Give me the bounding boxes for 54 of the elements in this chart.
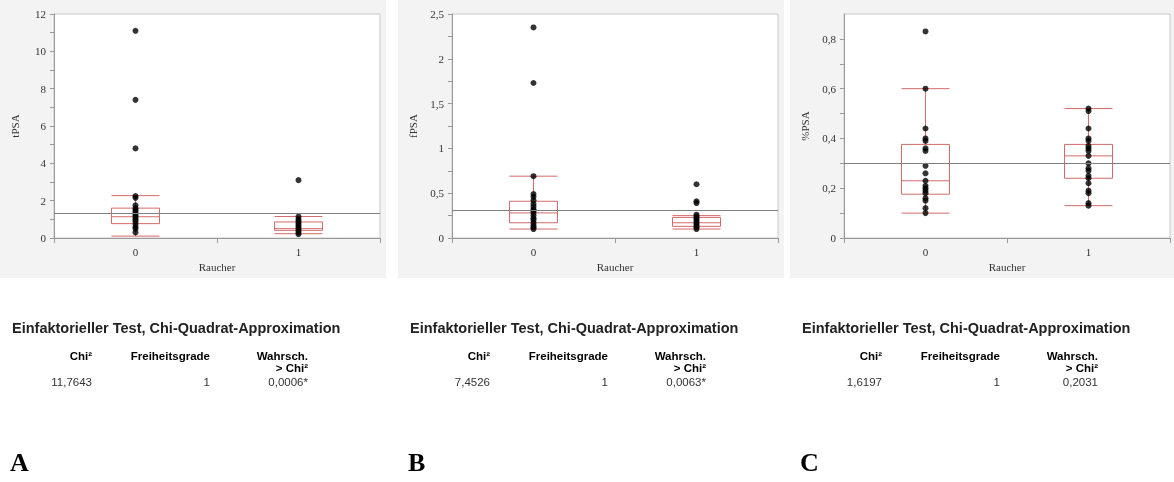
text: Freiheitsgrade xyxy=(129,350,210,364)
y-tick-label: 1,5 xyxy=(430,97,445,110)
text: Einfaktorieller Test, Chi-Quadrat-Approximation xyxy=(802,320,1132,336)
text: 0,0063* xyxy=(665,376,706,388)
y-tick-label: 8 xyxy=(40,82,47,95)
y-tick-label: 10 xyxy=(35,45,47,58)
y-tick-label: 0,5 xyxy=(430,187,445,200)
text: 1 xyxy=(600,376,608,388)
text: Chi² xyxy=(466,350,490,364)
text: Freiheitsgrade xyxy=(527,350,608,364)
y-tick-label: 2,5 xyxy=(430,8,445,20)
y-axis-title: %PSA xyxy=(798,111,811,141)
text: Wahrsch. > Chi² xyxy=(653,350,706,374)
text: Wahrsch. > Chi² xyxy=(1045,350,1098,374)
y-tick-label: 0,6 xyxy=(822,82,837,95)
y-tick-label: 0,4 xyxy=(822,132,837,145)
text: Chi² xyxy=(68,350,92,364)
y-tick-label: 12 xyxy=(35,8,46,20)
text: Freiheitsgrade xyxy=(919,350,1000,364)
text: 1 xyxy=(992,376,1000,388)
x-tick-label: 0 xyxy=(530,245,537,258)
y-tick-label: 0,8 xyxy=(822,32,837,45)
y-tick-label: 0,2 xyxy=(822,182,836,195)
y-tick-label: 0 xyxy=(830,232,837,244)
text: 7,4526 xyxy=(453,376,490,388)
y-tick-label: 1 xyxy=(438,142,444,155)
x-axis-title: Raucher xyxy=(198,261,236,274)
x-axis-title: Raucher xyxy=(596,261,634,274)
x-tick-label: 0 xyxy=(922,245,929,258)
text: A xyxy=(10,448,29,478)
x-tick-label: 1 xyxy=(295,245,302,258)
text: 0,2031 xyxy=(1061,376,1098,388)
x-axis-title: Raucher xyxy=(988,261,1026,274)
y-tick-label: 2 xyxy=(438,52,444,65)
x-tick-label: 0 xyxy=(132,245,139,258)
text: 1 xyxy=(202,376,210,388)
text: Wahrsch. > Chi² xyxy=(255,350,308,374)
x-tick-label: 1 xyxy=(1085,245,1092,258)
text: Einfaktorieller Test, Chi-Quadrat-Approximation xyxy=(410,320,740,336)
y-tick-label: 6 xyxy=(40,120,47,132)
text: C xyxy=(800,448,819,478)
text: 11,7643 xyxy=(50,376,92,388)
y-axis-title: fPSA xyxy=(406,114,419,138)
y-tick-label: 0 xyxy=(438,232,445,244)
text: 0,0006* xyxy=(267,376,308,388)
y-axis-title: tPSA xyxy=(8,114,21,138)
x-tick-label: 1 xyxy=(693,245,700,258)
y-tick-label: 4 xyxy=(40,157,47,170)
text: 1,6197 xyxy=(845,376,882,388)
y-tick-label: 2 xyxy=(40,194,46,207)
text: Chi² xyxy=(858,350,882,364)
y-tick-label: 0 xyxy=(40,232,47,244)
text: Einfaktorieller Test, Chi-Quadrat-Approximation xyxy=(12,320,342,336)
text: B xyxy=(408,448,426,478)
